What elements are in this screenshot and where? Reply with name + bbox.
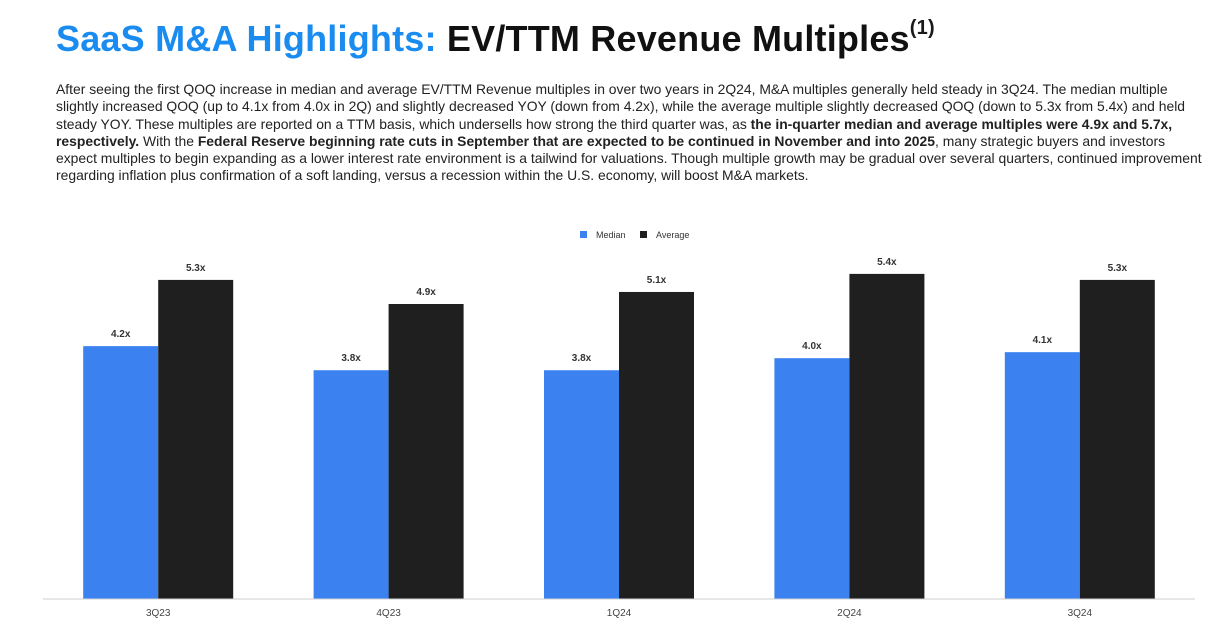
bar-average-3q24	[1079, 279, 1155, 599]
bar-median-2q24	[774, 358, 850, 599]
summary-paragraph: After seeing the first QOQ increase in m…	[56, 81, 1206, 185]
legend-label-average: Average	[656, 230, 689, 240]
data-label-average-2q24: 5.4x	[877, 257, 897, 268]
bar-median-3q23	[83, 346, 159, 599]
page-title: SaaS M&A Highlights: EV/TTM Revenue Mult…	[56, 18, 935, 60]
data-label-median-2q24: 4.0x	[802, 341, 822, 352]
summary-text-2: With the	[143, 132, 194, 149]
x-tick-label-4q23: 4Q23	[376, 608, 401, 619]
x-tick-label-1q24: 1Q24	[607, 608, 632, 619]
title-main: EV/TTM Revenue Multiples	[446, 18, 910, 59]
data-label-average-4q23: 4.9x	[416, 287, 436, 298]
summary-bold-1: the in-quarter median and average multip…	[56, 115, 1173, 149]
bar-median-1q24	[544, 370, 619, 599]
x-tick-label-2q24: 2Q24	[837, 608, 862, 619]
bar-average-4q23	[388, 303, 464, 599]
bar-average-1q24	[619, 291, 694, 599]
multiples-bar-chart: Median Average 4.2x 5.3x 3Q23 3.8x 4.9x 4Q23 3.8…	[43, 230, 1195, 619]
x-tick-label-3q24: 3Q24	[1068, 608, 1093, 619]
summary-bold-2: Federal Reserve beginning rate cuts in S…	[197, 132, 935, 149]
x-tick-label-3q23: 3Q23	[146, 608, 171, 619]
data-label-average-3q23: 5.3x	[186, 263, 206, 274]
data-label-average-3q24: 5.3x	[1108, 263, 1128, 274]
bar-median-4q23	[313, 370, 389, 599]
data-label-median-3q23: 4.2x	[111, 329, 131, 340]
bar-average-2q24	[849, 273, 925, 599]
data-label-median-3q24: 4.1x	[1033, 335, 1053, 346]
summary-text-3: , many strategic buyers and investors ex…	[56, 132, 1202, 184]
summary-text-1: After seeing the first QOQ increase in m…	[56, 81, 1186, 132]
bar-average-3q23	[158, 279, 234, 599]
data-label-average-1q24: 5.1x	[647, 275, 667, 286]
data-label-median-1q24: 3.8x	[572, 353, 592, 364]
bar-median-3q24	[1004, 352, 1080, 599]
legend-swatch-median	[580, 231, 587, 238]
legend-swatch-average	[640, 231, 647, 238]
legend-label-median: Median	[596, 230, 626, 240]
data-label-median-4q23: 3.8x	[341, 353, 361, 364]
title-footnote: (1)	[909, 17, 935, 39]
title-accent: SaaS M&A Highlights:	[56, 18, 437, 59]
